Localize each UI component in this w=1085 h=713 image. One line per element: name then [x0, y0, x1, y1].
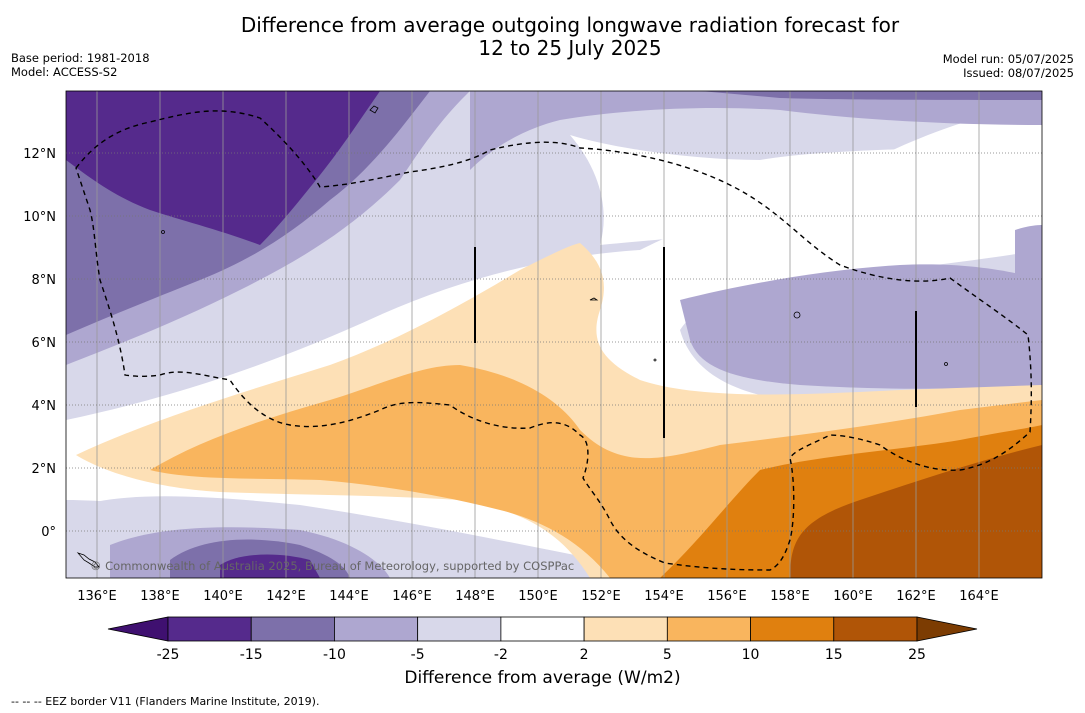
colorbar-tick-label: 2 [580, 647, 589, 663]
island [589, 297, 599, 301]
anomaly-field: © Commonwealth of Australia 2025, Bureau… [66, 91, 1042, 578]
colorbar-segment [334, 616, 419, 642]
latitude-labels: 12°N 10°N 8°N 6°N 4°N 2°N 0° [23, 147, 56, 540]
colorbar-segment [167, 616, 252, 642]
base-period: Base period: 1981-2018 [11, 51, 150, 65]
title-line-2: 12 to 25 July 2025 [478, 36, 662, 60]
latitude-label: 0° [41, 525, 56, 540]
longitude-label: 162°E [896, 589, 936, 604]
colorbar-segment [750, 616, 835, 642]
colorbar-segment [250, 616, 335, 642]
colorbar-low-extend [107, 616, 169, 642]
island [793, 311, 801, 319]
longitude-labels: 136°E 138°E 140°E 142°E 144°E 146°E 148°E 150°E… [77, 589, 999, 604]
island [369, 105, 379, 114]
longitude-label: 150°E [518, 589, 558, 604]
colorbar-segment [500, 616, 585, 642]
island [76, 552, 100, 568]
island [944, 362, 948, 366]
longitude-label: 154°E [644, 589, 684, 604]
band-minus10-minus5-east [680, 264, 1042, 389]
credit-text: © Commonwealth of Australia 2025, Bureau… [90, 559, 574, 573]
longitude-label: 142°E [266, 589, 306, 604]
colorbar-tick-label: -10 [323, 647, 346, 663]
longitude-label: 152°E [581, 589, 621, 604]
island [161, 230, 165, 234]
map-frame [65, 90, 1043, 579]
longitude-label: 146°E [392, 589, 432, 604]
longitude-label: 160°E [833, 589, 873, 604]
band-minus10-minus5-north [470, 91, 1042, 170]
latitude-label: 2°N [32, 462, 57, 477]
latitude-label: 10°N [23, 210, 56, 225]
band-neutral-north [570, 135, 1042, 245]
longitude-label: 158°E [770, 589, 810, 604]
colorbar-high-extend [916, 616, 978, 642]
colorbar-tick-label: -25 [157, 647, 180, 663]
model-run-info: Model run: 05/07/2025 Issued: 08/07/2025 [943, 52, 1074, 80]
colorbar: -25 -15 -10 -5 -2 2 5 10 15 25 [107, 616, 978, 663]
title-line-1: Difference from average outgoing longwav… [240, 13, 900, 37]
colorbar-tick-label: -15 [240, 647, 263, 663]
colorbar-label: Difference from average (W/m2) [404, 668, 681, 688]
map-title: Difference from average outgoing longwav… [0, 14, 1085, 60]
colorbar-segment [666, 616, 751, 642]
colorbar-tick-label: 25 [908, 647, 926, 663]
model-name: Model: ACCESS-S2 [11, 65, 118, 79]
longitude-label: 138°E [140, 589, 180, 604]
band-minus15-minus10-north [700, 91, 1042, 100]
longitude-label: 140°E [203, 589, 243, 604]
colorbar-segment [417, 616, 502, 642]
band-south-darkest-purple [220, 554, 320, 578]
latitude-label: 4°N [32, 399, 57, 414]
model-run: Model run: 05/07/2025 [942, 52, 1074, 66]
band-minus10-minus5-far-east [1015, 225, 1042, 325]
issued-date: Issued: 08/07/2025 [963, 66, 1074, 80]
islands [76, 105, 948, 568]
colorbar-segment [583, 616, 668, 642]
longitude-label: 164°E [959, 589, 999, 604]
longitude-label: 156°E [707, 589, 747, 604]
eez-border [75, 110, 1033, 571]
colorbar-tick-label: 15 [825, 647, 843, 663]
legend-note: -- -- -- EEZ border V11 (Flanders Marine… [11, 695, 320, 708]
longitude-label: 136°E [77, 589, 117, 604]
base-period-info: Base period: 1981-2018 Model: ACCESS-S2 [11, 51, 150, 79]
longitude-label: 144°E [329, 589, 369, 604]
latitude-label: 8°N [32, 273, 57, 288]
colorbar-tick-label: -2 [494, 647, 508, 663]
colorbar-tick-label: 10 [742, 647, 760, 663]
colorbar-tick-label: -5 [411, 647, 425, 663]
latitude-label: 6°N [32, 336, 57, 351]
colorbar-segment [833, 616, 918, 642]
island [653, 358, 657, 362]
latitude-label: 12°N [23, 147, 56, 162]
longitude-label: 148°E [455, 589, 495, 604]
colorbar-tick-label: 5 [663, 647, 672, 663]
graticule [66, 91, 1042, 578]
